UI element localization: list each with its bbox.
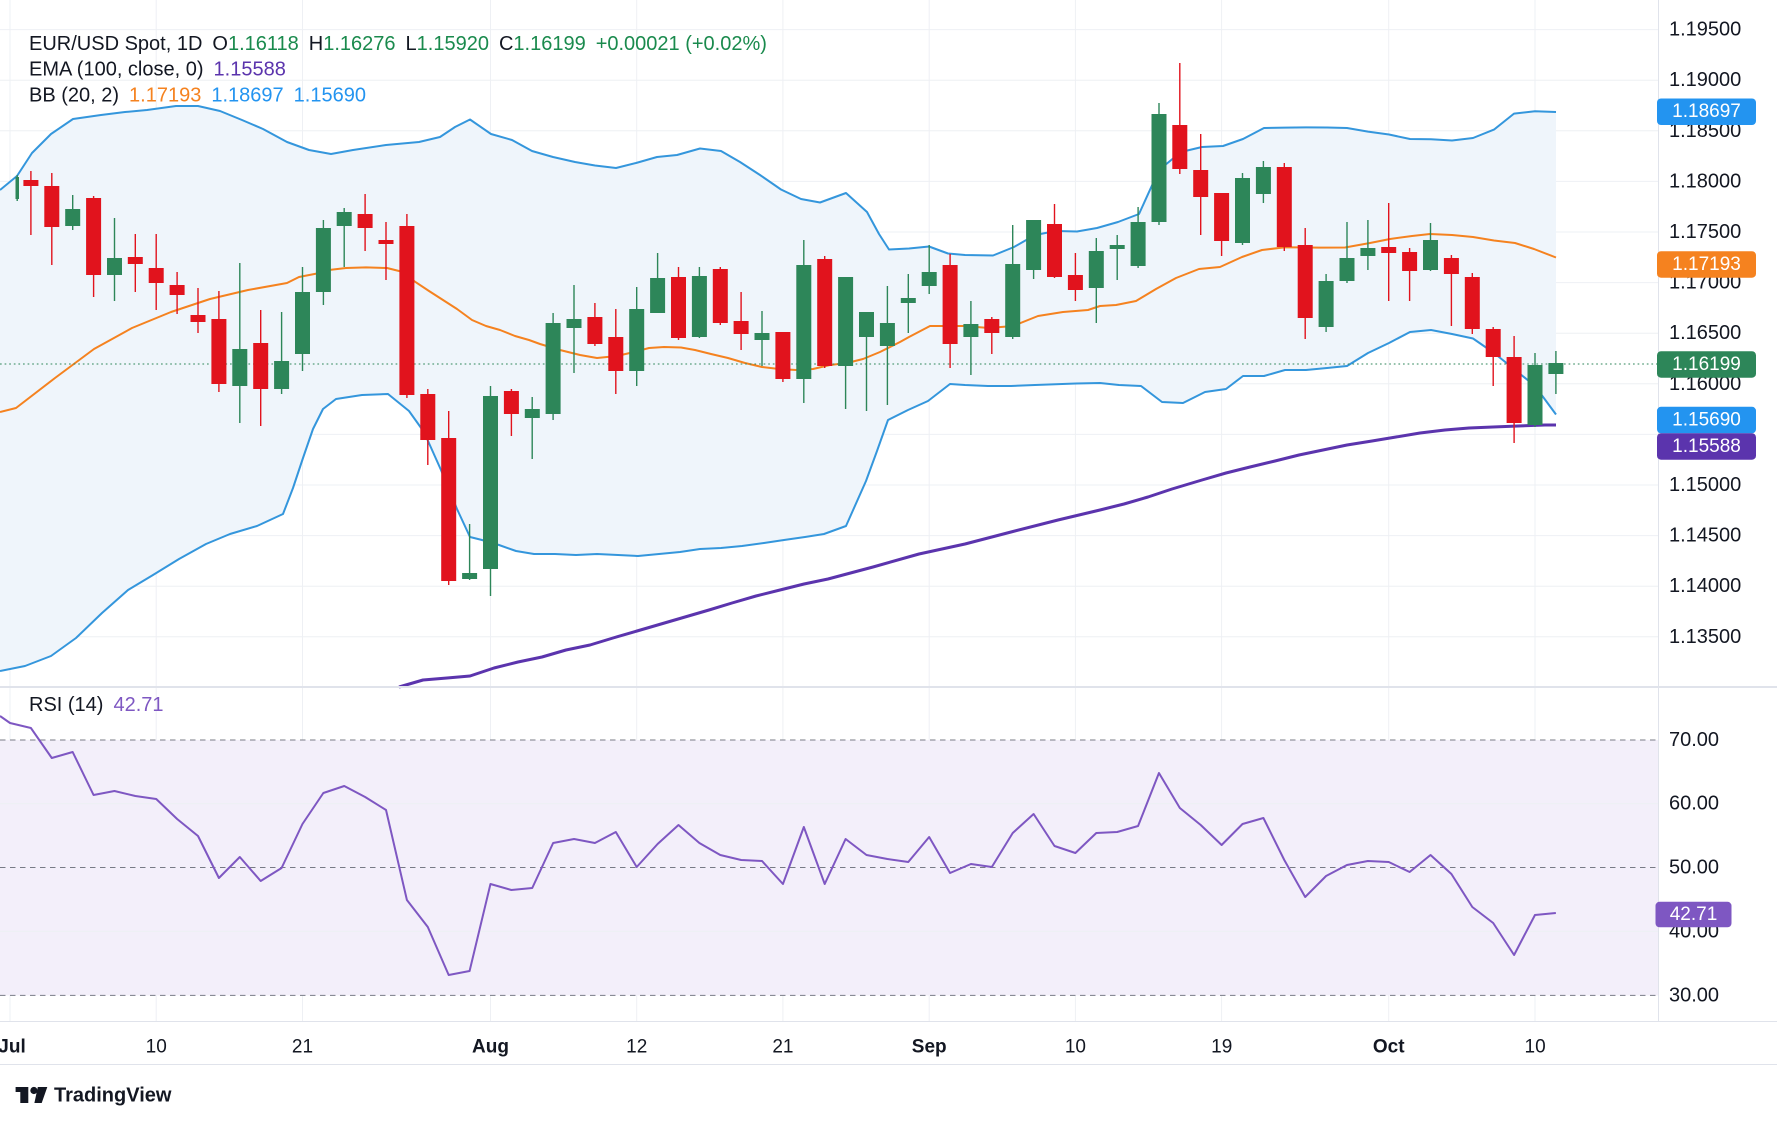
svg-text:1.16500: 1.16500 xyxy=(1669,322,1741,344)
svg-text:10: 10 xyxy=(1525,1037,1546,1058)
svg-text:1.15588: 1.15588 xyxy=(1672,436,1741,457)
svg-text:60.00: 60.00 xyxy=(1669,793,1719,815)
svg-text:1.18697: 1.18697 xyxy=(1672,101,1741,122)
svg-text:19: 19 xyxy=(1211,1037,1232,1058)
svg-text:EUR/USD Spot, 1D O1.16118 H1.1: EUR/USD Spot, 1D O1.16118 H1.16276 L1.15… xyxy=(29,33,767,55)
svg-text:1.17500: 1.17500 xyxy=(1669,221,1741,243)
svg-text:Aug: Aug xyxy=(472,1037,509,1058)
svg-text:10: 10 xyxy=(146,1037,167,1058)
svg-text:30.00: 30.00 xyxy=(1669,984,1719,1006)
svg-text:1.15000: 1.15000 xyxy=(1669,474,1741,496)
svg-text:21: 21 xyxy=(292,1037,313,1058)
svg-text:1.18000: 1.18000 xyxy=(1669,170,1741,192)
svg-text:Jul: Jul xyxy=(0,1037,26,1058)
svg-text:Oct: Oct xyxy=(1373,1037,1405,1058)
svg-text:RSI (14) 42.71: RSI (14) 42.71 xyxy=(29,694,164,716)
svg-text:21: 21 xyxy=(772,1037,793,1058)
svg-text:1.19500: 1.19500 xyxy=(1669,19,1741,41)
svg-text:42.71: 42.71 xyxy=(1670,904,1718,925)
svg-text:10: 10 xyxy=(1065,1037,1086,1058)
svg-text:70.00: 70.00 xyxy=(1669,729,1719,751)
svg-text:BB (20, 2) 1.17193 1.18697 1.1: BB (20, 2) 1.17193 1.18697 1.15690 xyxy=(29,85,366,107)
svg-text:12: 12 xyxy=(626,1037,647,1058)
svg-text:TradingView: TradingView xyxy=(54,1085,172,1107)
svg-text:EMA (100, close, 0) 1.15588: EMA (100, close, 0) 1.15588 xyxy=(29,59,286,81)
svg-text:1.18500: 1.18500 xyxy=(1669,120,1741,142)
svg-text:1.17193: 1.17193 xyxy=(1672,254,1741,275)
svg-text:1.16199: 1.16199 xyxy=(1672,354,1741,375)
svg-text:Sep: Sep xyxy=(912,1037,947,1058)
svg-text:1.16000: 1.16000 xyxy=(1669,373,1741,395)
svg-text:1.15690: 1.15690 xyxy=(1672,410,1741,431)
svg-text:1.14500: 1.14500 xyxy=(1669,525,1741,547)
svg-text:1.13500: 1.13500 xyxy=(1669,626,1741,648)
svg-text:50.00: 50.00 xyxy=(1669,857,1719,879)
svg-text:1.19000: 1.19000 xyxy=(1669,69,1741,91)
svg-text:1.14000: 1.14000 xyxy=(1669,575,1741,597)
